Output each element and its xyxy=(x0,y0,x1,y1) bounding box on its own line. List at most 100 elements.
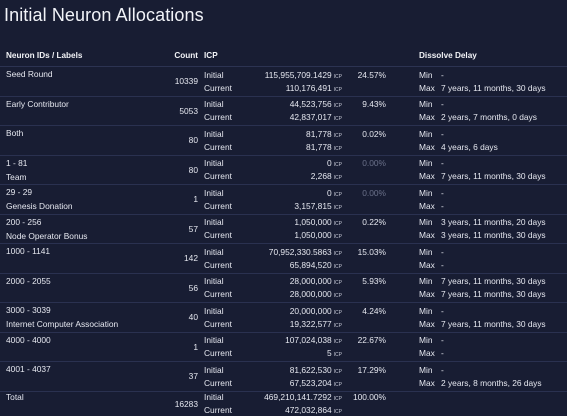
icp-cell: Initial 81,622,530 ICP 17.29% Current 67,… xyxy=(198,364,386,388)
initial-amount: 81,622,530 xyxy=(289,364,332,375)
icp-cell: Initial 1,050,000 ICP 0.22% Current 1,050… xyxy=(198,217,386,240)
current-label: Current xyxy=(204,112,232,123)
row-label-cell: 3000 - 3039 Internet Computer Associatio… xyxy=(0,305,140,329)
initial-value: 1,050,000 ICP xyxy=(242,217,342,227)
icp-unit: ICP xyxy=(333,396,342,402)
table-row: 3000 - 3039 Internet Computer Associatio… xyxy=(0,303,567,333)
min-label: Min xyxy=(419,128,433,139)
icp-unit: ICP xyxy=(333,73,342,80)
current-label: Current xyxy=(204,141,232,152)
header-labels: Neuron IDs / Labels xyxy=(6,50,83,60)
initial-amount: 44,523,756 xyxy=(289,99,332,110)
max-label: Max xyxy=(419,141,435,152)
min-label: Min xyxy=(419,187,433,198)
current-amount: 81,778 xyxy=(306,141,332,152)
allocation-percent: 4.24% xyxy=(362,305,386,316)
icp-unit: ICP xyxy=(333,339,342,346)
allocation-percent: 0.00% xyxy=(362,158,386,169)
current-label: Current xyxy=(204,377,232,388)
table-row: Total 16283 Initial 469,210,141.7292 ICP … xyxy=(0,392,567,416)
dissolve-delay-cell: Min - Max - xyxy=(383,247,567,270)
icp-cell: Initial 0 ICP 0.00% Current 2,268 ICP xyxy=(198,158,386,181)
allocation-percent: 9.43% xyxy=(362,99,386,110)
dissolve-delay-cell: Min - Max 2 years, 7 months, 0 days xyxy=(383,99,567,122)
current-value: 2,268 ICP xyxy=(242,171,342,181)
min-label: Min xyxy=(419,276,433,287)
allocation-percent: 100.00% xyxy=(352,392,386,402)
neuron-count: 142 xyxy=(184,253,198,264)
allocation-percent: 5.93% xyxy=(362,276,386,287)
icp-unit: ICP xyxy=(333,280,342,287)
initial-label: Initial xyxy=(204,335,224,346)
neuron-id: 200 - 256 xyxy=(6,216,42,227)
row-label-cell: 1000 - 1141 xyxy=(0,246,140,270)
initial-amount: 107,024,038 xyxy=(285,335,332,346)
allocation-percent: 0.02% xyxy=(362,128,386,139)
current-amount: 2,268 xyxy=(310,171,332,182)
row-label-cell: 29 - 29 Genesis Donation xyxy=(0,187,140,211)
current-value: 65,894,520 ICP xyxy=(242,260,342,270)
neuron-id: 3000 - 3039 xyxy=(6,305,51,316)
current-value: 110,176,491 ICP xyxy=(242,83,342,93)
icp-unit: ICP xyxy=(333,263,342,270)
initial-value: 70,952,330.5863 ICP xyxy=(242,247,342,257)
header-dissolve-delay: Dissolve Delay xyxy=(419,50,477,60)
allocations-table: Neuron IDs / Labels Count ICP Dissolve D… xyxy=(0,44,567,416)
min-label: Min xyxy=(419,335,433,346)
icp-unit: ICP xyxy=(333,86,342,93)
icp-unit: ICP xyxy=(333,234,342,241)
initial-value: 20,000,000 ICP xyxy=(242,306,342,316)
initial-amount: 1,050,000 xyxy=(294,217,332,228)
initial-label: Initial xyxy=(204,69,224,80)
icp-unit: ICP xyxy=(333,204,342,211)
neuron-id: 1000 - 1141 xyxy=(6,246,51,257)
current-value: 81,778 ICP xyxy=(242,142,342,152)
min-value: - xyxy=(441,128,444,139)
min-value: 7 years, 11 months, 30 days xyxy=(441,276,546,287)
row-label-cell: Both xyxy=(0,128,140,152)
dissolve-delay-cell: Min - Max 2 years, 8 months, 26 days xyxy=(383,365,567,388)
max-value: 7 years, 11 months, 30 days xyxy=(441,82,546,93)
allocation-percent: 0.22% xyxy=(362,217,386,228)
allocation-percent: 0.00% xyxy=(362,187,386,198)
icp-cell: Initial 70,952,330.5863 ICP 15.03% Curren… xyxy=(198,247,386,270)
current-label: Current xyxy=(204,289,232,300)
initial-value: 0 ICP xyxy=(242,158,342,168)
current-label: Current xyxy=(204,200,232,211)
initial-value: 81,778 ICP xyxy=(242,129,342,139)
current-label: Current xyxy=(204,82,232,93)
current-amount: 19,322,577 xyxy=(289,318,332,329)
max-label: Max xyxy=(419,259,435,270)
icp-unit: ICP xyxy=(333,162,342,169)
min-value: 3 years, 11 months, 20 days xyxy=(441,217,546,228)
neuron-id: 1 - 81 xyxy=(6,157,28,168)
current-label: Current xyxy=(204,348,232,359)
table-row: 1 - 81 Team 80 Initial 0 ICP 0.00% Curren… xyxy=(0,156,567,185)
current-value: 42,837,017 ICP xyxy=(242,112,342,122)
initial-amount: 20,000,000 xyxy=(289,305,332,316)
current-value: 3,157,815 ICP xyxy=(242,201,342,211)
current-amount: 28,000,000 xyxy=(289,289,332,300)
neuron-count: 56 xyxy=(188,282,198,293)
initial-value: 469,210,141.7292 ICP xyxy=(242,392,342,402)
current-amount: 42,837,017 xyxy=(289,112,332,123)
min-label: Min xyxy=(419,364,433,375)
initial-amount: 0 xyxy=(326,158,332,169)
current-value: 1,050,000 ICP xyxy=(242,230,342,240)
neuron-id: Early Contributor xyxy=(6,98,69,109)
row-label-cell: 1 - 81 Team xyxy=(0,158,140,182)
initial-value: 115,955,709.1429 ICP xyxy=(242,70,342,80)
max-label: Max xyxy=(419,171,435,182)
max-value: 7 years, 11 months, 30 days xyxy=(441,318,546,329)
icp-cell: Initial 469,210,141.7292 ICP 100.00% Curr… xyxy=(198,392,386,415)
current-amount: 5 xyxy=(326,348,332,359)
icp-unit: ICP xyxy=(333,116,342,123)
table-row: 1000 - 1141 142 Initial 70,952,330.5863 I… xyxy=(0,244,567,274)
min-label: Min xyxy=(419,246,433,257)
icp-unit: ICP xyxy=(333,175,342,182)
initial-amount: 0 xyxy=(326,187,332,198)
min-label: Min xyxy=(419,99,433,110)
initial-label: Initial xyxy=(204,187,224,198)
dissolve-delay-cell: Min 3 years, 11 months, 20 days Max 3 ye… xyxy=(383,217,567,240)
table-row: Early Contributor 5053 Initial 44,523,75… xyxy=(0,97,567,126)
